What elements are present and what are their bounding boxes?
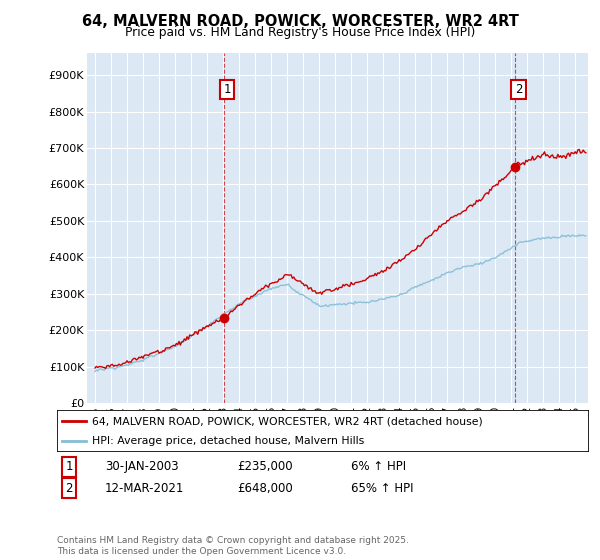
- Text: 6% ↑ HPI: 6% ↑ HPI: [351, 460, 406, 473]
- Text: Contains HM Land Registry data © Crown copyright and database right 2025.
This d: Contains HM Land Registry data © Crown c…: [57, 536, 409, 556]
- Text: 30-JAN-2003: 30-JAN-2003: [105, 460, 179, 473]
- Text: 64, MALVERN ROAD, POWICK, WORCESTER, WR2 4RT: 64, MALVERN ROAD, POWICK, WORCESTER, WR2…: [82, 14, 518, 29]
- Text: 1: 1: [65, 460, 73, 473]
- Text: Price paid vs. HM Land Registry's House Price Index (HPI): Price paid vs. HM Land Registry's House …: [125, 26, 475, 39]
- Text: £235,000: £235,000: [237, 460, 293, 473]
- Text: 2: 2: [515, 83, 522, 96]
- Text: 1: 1: [223, 83, 231, 96]
- Text: 65% ↑ HPI: 65% ↑ HPI: [351, 482, 413, 494]
- Text: HPI: Average price, detached house, Malvern Hills: HPI: Average price, detached house, Malv…: [92, 436, 364, 446]
- Text: 12-MAR-2021: 12-MAR-2021: [105, 482, 184, 494]
- Text: £648,000: £648,000: [237, 482, 293, 494]
- Text: 64, MALVERN ROAD, POWICK, WORCESTER, WR2 4RT (detached house): 64, MALVERN ROAD, POWICK, WORCESTER, WR2…: [92, 417, 482, 426]
- Text: 2: 2: [65, 482, 73, 494]
